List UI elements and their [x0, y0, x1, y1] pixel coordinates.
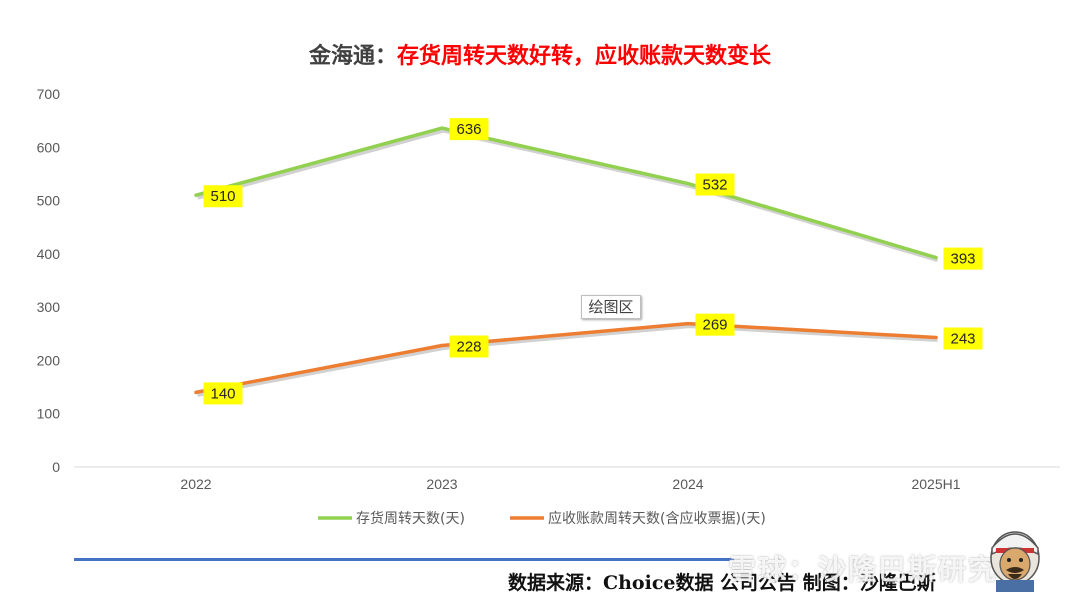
- data-label-bg: [449, 118, 489, 141]
- legend-label: 应收账款周转天数(含应收票据)(天): [548, 510, 766, 527]
- source-note: 数据来源：Choice数据 公司公告 制图：沙隆巴斯: [508, 572, 936, 594]
- x-tick-label: 2024: [672, 476, 703, 492]
- data-label: 510: [210, 188, 235, 205]
- data-label-bg: [695, 173, 735, 196]
- y-tick-label: 700: [37, 86, 61, 102]
- legend-label: 存货周转天数(天): [356, 510, 465, 527]
- series-line: [194, 126, 938, 260]
- y-tick-label: 400: [37, 246, 61, 262]
- y-tick-label: 500: [37, 193, 61, 209]
- y-tick-label: 100: [37, 406, 61, 422]
- y-tick-label: 200: [37, 352, 61, 368]
- data-label: 636: [456, 121, 481, 138]
- bottom-divider: [74, 558, 734, 561]
- data-label-bg: [203, 382, 243, 405]
- y-axis: 0 100 200 300 400 500 600 700: [37, 86, 61, 475]
- data-label-bg: [943, 327, 983, 350]
- series-line-shadow: [197, 324, 938, 397]
- data-label: 532: [702, 177, 727, 194]
- plot-area-tooltip: 绘图区: [581, 295, 641, 319]
- data-label: 140: [210, 385, 235, 402]
- data-label-bg: [695, 313, 735, 336]
- data-label: 228: [456, 339, 481, 356]
- legend: 存货周转天数(天) 应收账款周转天数(含应收票据)(天): [318, 510, 766, 527]
- y-tick-label: 0: [52, 459, 60, 475]
- mascot-avatar-icon: [990, 531, 1040, 592]
- chart-title-prefix: 金海通：: [308, 43, 397, 69]
- data-label: 393: [950, 251, 975, 268]
- data-label-bg: [449, 335, 489, 358]
- data-label-bg: [943, 247, 983, 270]
- series-layer: [194, 126, 939, 397]
- x-tick-label: 2025H1: [911, 476, 960, 492]
- data-label: 243: [950, 331, 975, 348]
- chart-title-highlight: 存货周转天数好转，应收账款天数变长: [397, 43, 772, 69]
- data-label: 269: [702, 317, 727, 334]
- watermark: 雪球：沙隆巴斯研究: [728, 553, 999, 586]
- y-tick-label: 300: [37, 299, 61, 315]
- chart-title: 金海通：存货周转天数好转，应收账款天数变长: [0, 38, 1080, 70]
- series-line: [194, 321, 938, 395]
- data-labels: 510 636 532 393 140 228 269 243: [203, 118, 983, 405]
- series-line-shadow: [196, 128, 939, 263]
- y-tick-label: 600: [37, 139, 61, 155]
- x-axis: 2022 2023 2024 2025H1: [74, 466, 1060, 492]
- x-tick-label: 2022: [180, 476, 211, 492]
- x-tick-label: 2023: [426, 476, 457, 492]
- data-label-bg: [203, 185, 243, 208]
